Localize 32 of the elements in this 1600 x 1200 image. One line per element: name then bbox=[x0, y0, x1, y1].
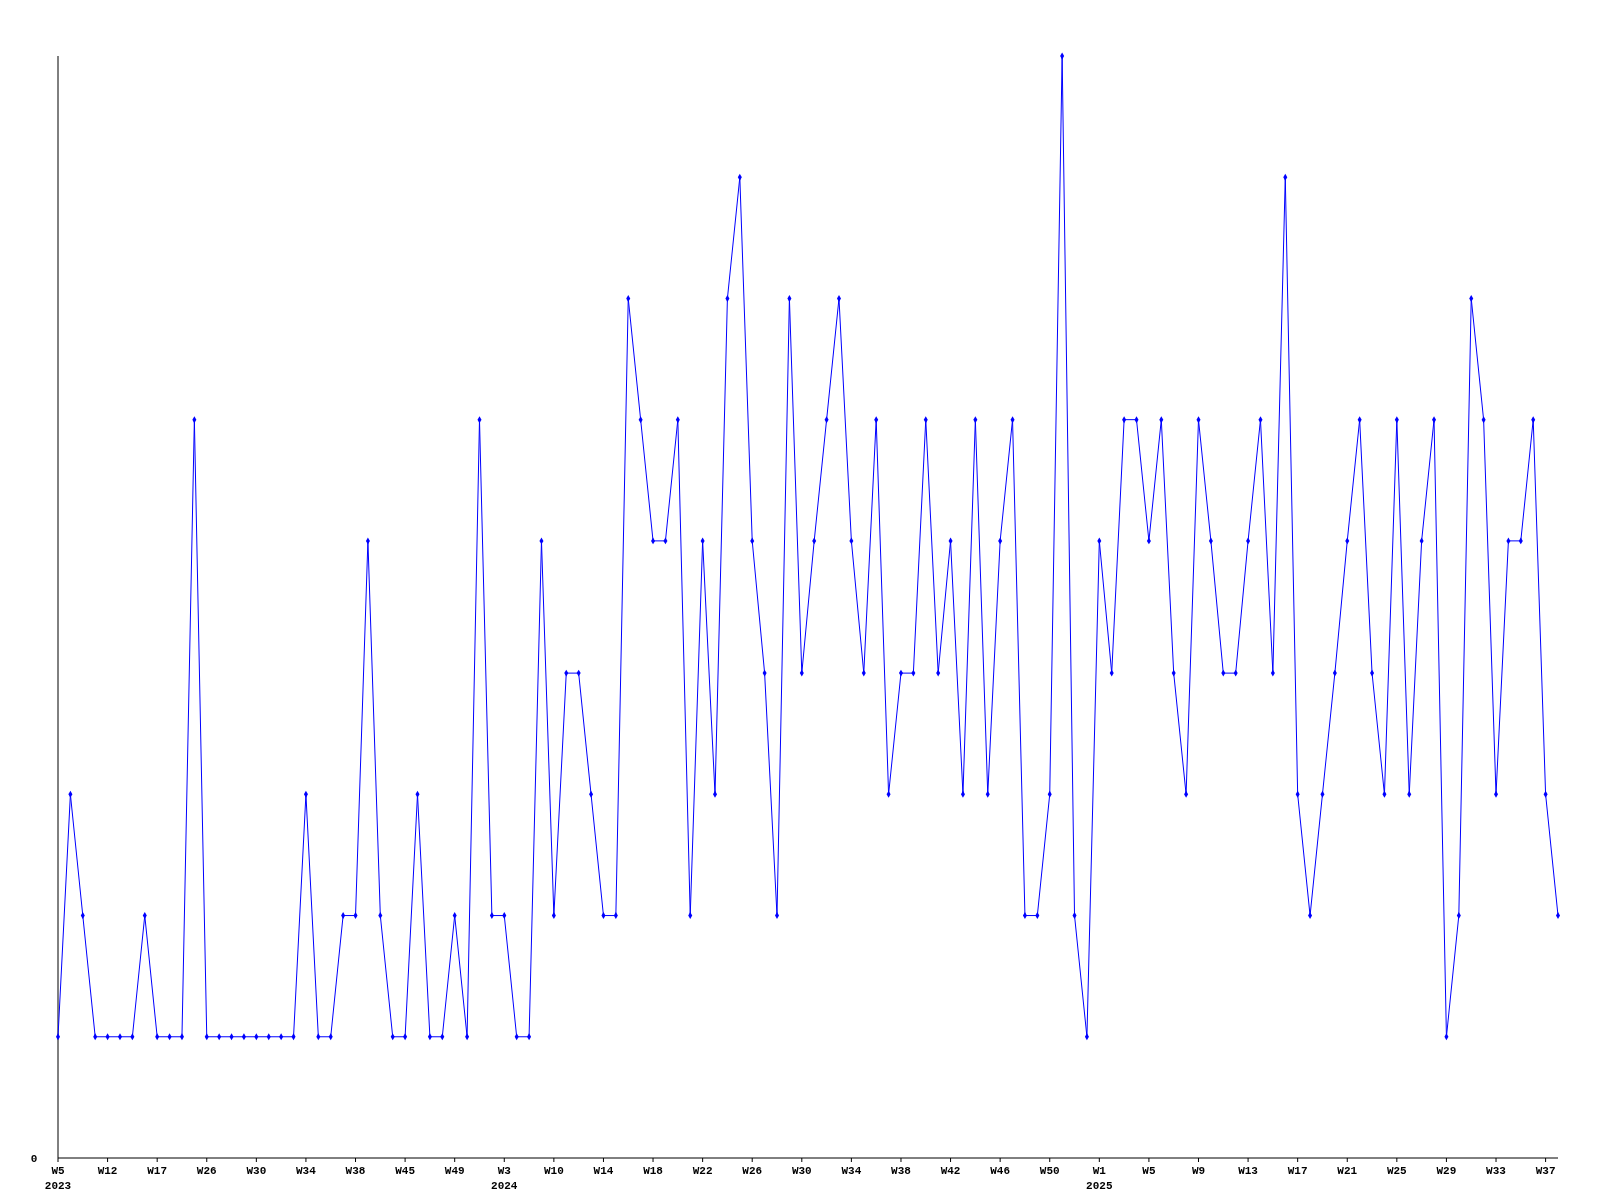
x-tick-label: W9 bbox=[1191, 1165, 1206, 1177]
x-tick-label: W38 bbox=[891, 1165, 912, 1177]
x-tick-label: W22 bbox=[692, 1165, 713, 1177]
x-tick-label: W37 bbox=[1535, 1165, 1556, 1177]
x-tick-label: W3 2024 bbox=[491, 1165, 518, 1192]
x-tick-label: W25 bbox=[1386, 1165, 1408, 1177]
x-tick-label: W26 bbox=[196, 1165, 217, 1177]
x-tick-label: W34 bbox=[296, 1165, 317, 1177]
x-tick-label: W34 bbox=[841, 1165, 862, 1177]
x-tick-label: W1 2025 bbox=[1086, 1165, 1113, 1192]
x-tick-label: W18 bbox=[643, 1165, 664, 1177]
x-tick-label: W13 bbox=[1238, 1165, 1259, 1177]
x-tick-label: W33 bbox=[1486, 1165, 1507, 1177]
x-tick-label: W21 bbox=[1337, 1165, 1358, 1177]
x-tick-label: W38 bbox=[345, 1165, 366, 1177]
x-tick-label: W26 bbox=[742, 1165, 763, 1177]
x-tick-label: W14 bbox=[593, 1165, 614, 1177]
x-tick-label: W5 bbox=[1142, 1165, 1156, 1177]
x-tick-label: W5 2023 bbox=[44, 1165, 72, 1192]
x-tick-label: W29 bbox=[1436, 1165, 1457, 1177]
x-tick-label: W12 bbox=[97, 1165, 118, 1177]
x-tick-label: W50 bbox=[1039, 1165, 1060, 1177]
text: 0 bbox=[30, 1153, 38, 1165]
x-tick-label: W17 bbox=[147, 1165, 168, 1177]
x-tick-label: W10 bbox=[543, 1165, 564, 1177]
x-tick-label: W49 bbox=[444, 1165, 465, 1177]
x-tick-label: W45 bbox=[395, 1165, 416, 1177]
x-tick-label: W42 bbox=[940, 1165, 961, 1177]
x-tick-label: W30 bbox=[791, 1165, 812, 1177]
x-tick-label: W46 bbox=[990, 1165, 1011, 1177]
x-tick-label: W30 bbox=[246, 1165, 267, 1177]
x-tick-label: W17 bbox=[1287, 1165, 1308, 1177]
